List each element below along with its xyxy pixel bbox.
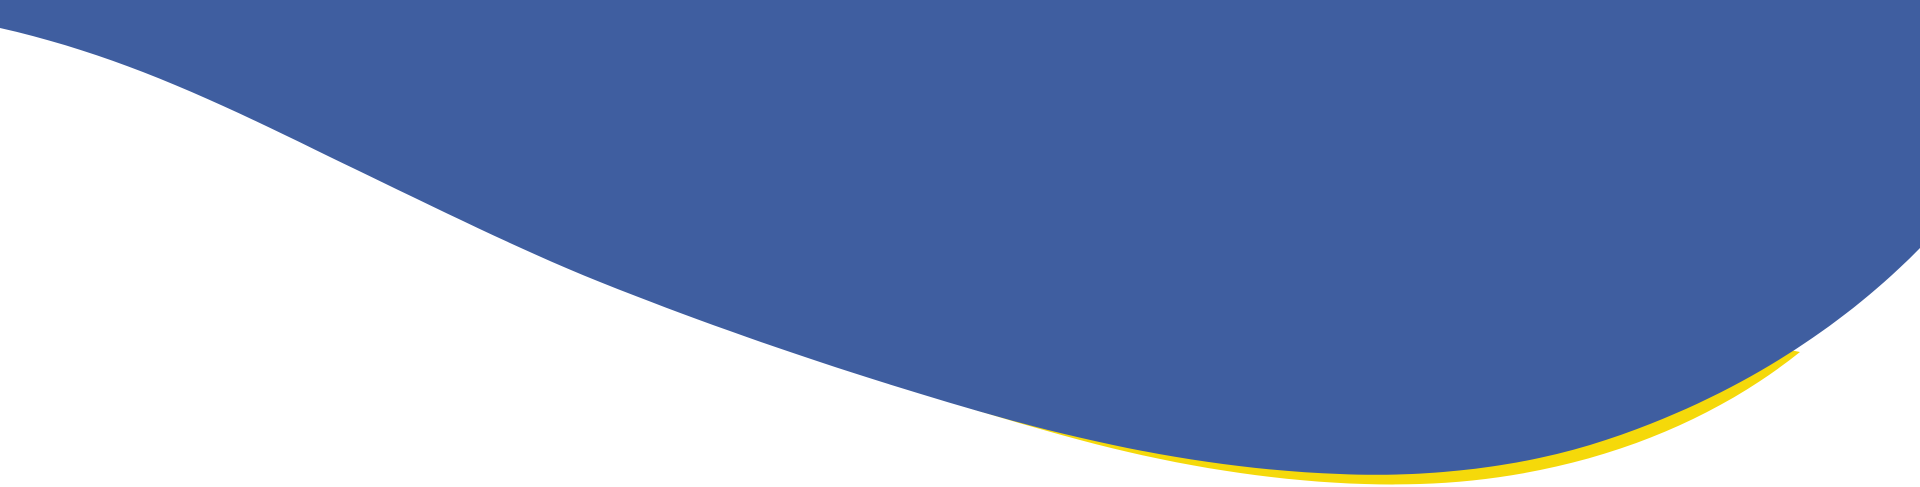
- blue-primary-wave: [0, 0, 1920, 475]
- right-edge-line: [1918, 0, 1920, 248]
